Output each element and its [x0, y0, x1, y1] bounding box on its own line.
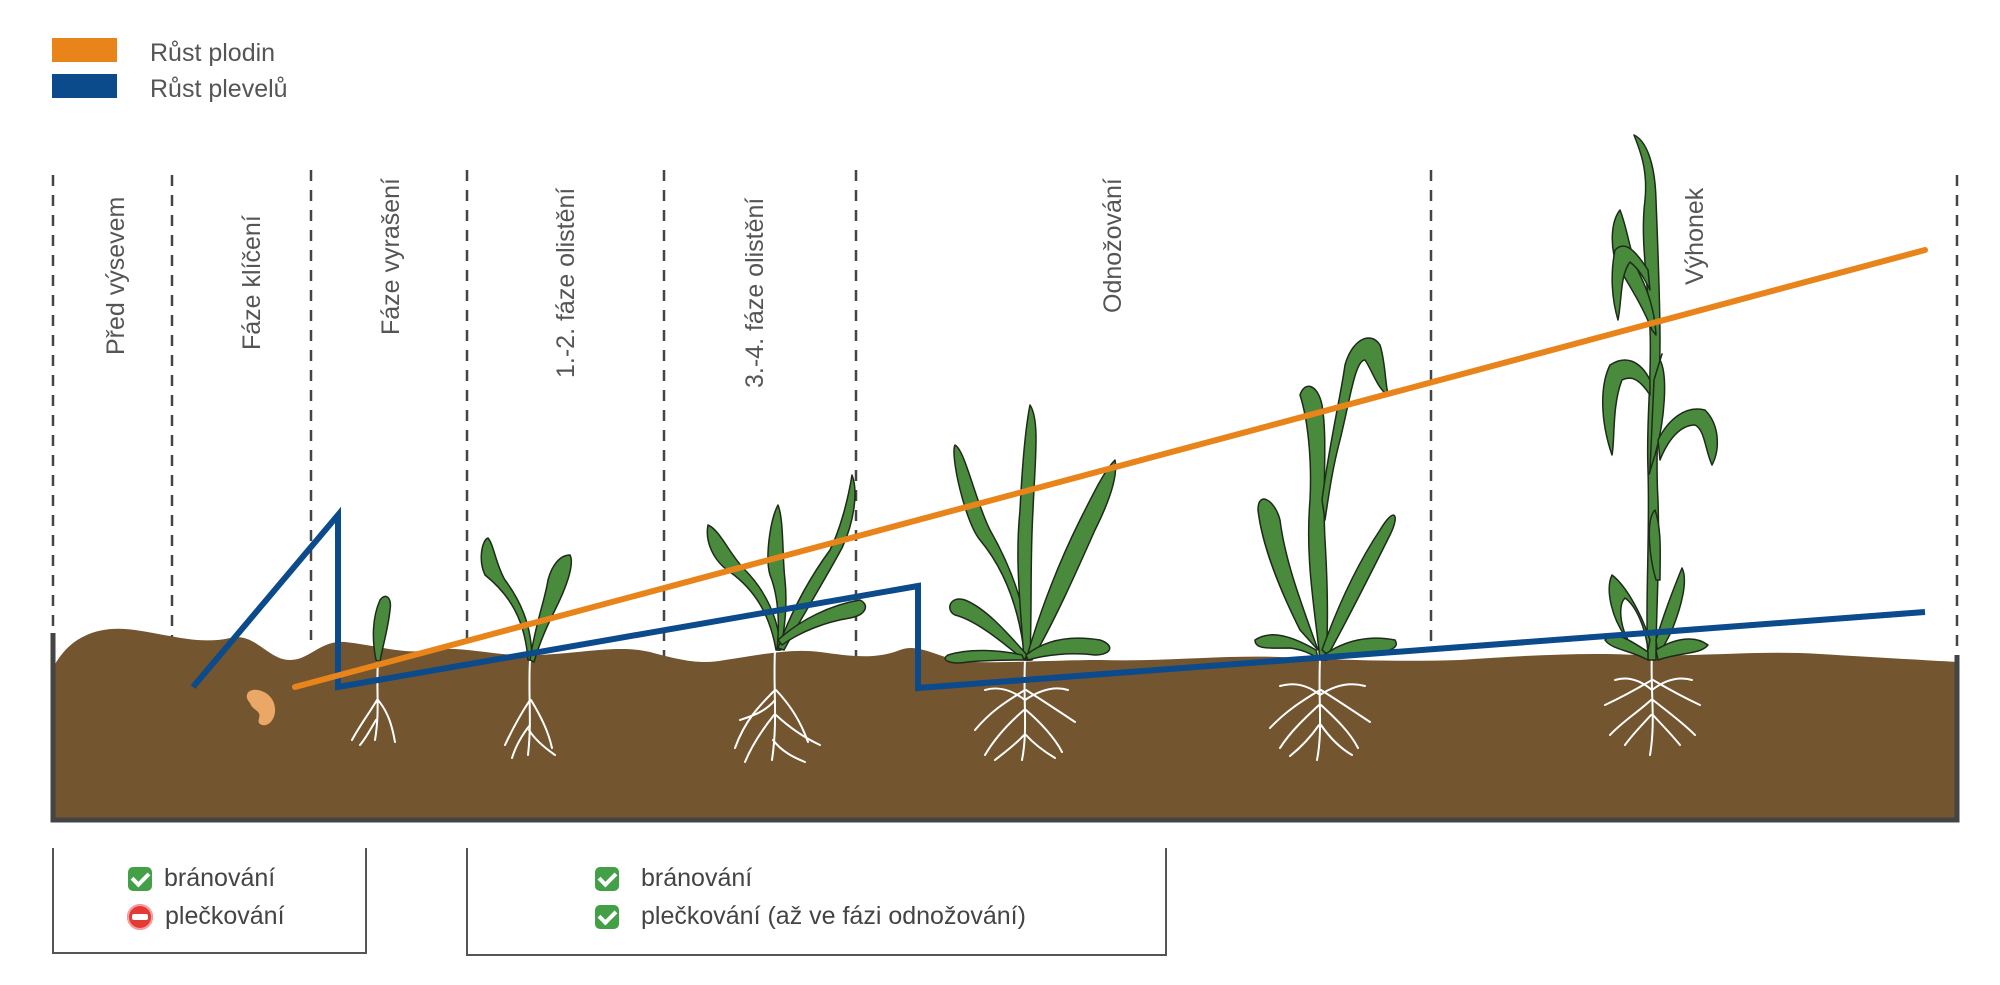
- leaf: [372, 595, 392, 663]
- leaf: [1025, 459, 1117, 661]
- leaf: [777, 599, 867, 646]
- crop-growth-line: [292, 247, 1928, 690]
- stage-label-leaf-3-4: 3.-4. fáze olistění: [741, 198, 769, 388]
- recommendation-box-leaf-stages: bránování plečkování (až ve fázi odnožov…: [466, 848, 1167, 956]
- plant-emergence: [372, 595, 392, 663]
- weed-growth-line: [190, 506, 1926, 692]
- leaf: [1017, 404, 1037, 661]
- leaf: [767, 504, 787, 651]
- recommendation-row: plečkování: [127, 902, 285, 931]
- check-icon: [128, 866, 152, 891]
- root-system: [504, 659, 556, 759]
- recommendation-label: plečkování: [165, 902, 285, 930]
- leaf: [1321, 514, 1396, 656]
- stage-label-tillering: Odnožování: [1099, 178, 1127, 313]
- root-system: [974, 659, 1076, 761]
- leaf: [1611, 245, 1651, 321]
- leaf: [480, 537, 533, 661]
- root-system: [1604, 649, 1701, 756]
- leaf: [944, 649, 1025, 664]
- leaf: [1648, 509, 1662, 581]
- leaf: [529, 554, 572, 663]
- recommendation-row: bránování: [595, 864, 752, 893]
- plant-tillering: [944, 404, 1117, 664]
- legend-swatch-weed: [52, 74, 117, 98]
- leaf: [953, 444, 1031, 661]
- stage-label-leaf-1-2: 1.-2. fáze olistění: [552, 188, 580, 378]
- stage-label-shoot: Výhonek: [1681, 187, 1709, 285]
- leaf: [949, 598, 1028, 661]
- legend-label-weed: Růst plevelů: [150, 75, 288, 103]
- leaf: [1604, 635, 1649, 661]
- leaf: [1648, 353, 1666, 475]
- check-icon: [595, 904, 619, 929]
- plant-leaf-1-2: [480, 537, 572, 663]
- leaf: [1611, 209, 1657, 336]
- recommendation-label: bránování: [641, 864, 753, 892]
- seed: [246, 689, 276, 726]
- leaf: [1655, 638, 1709, 661]
- leaf: [1321, 337, 1389, 521]
- recommendation-row: plečkování (až ve fázi odnožování): [595, 902, 1026, 931]
- stage-label-emergence: Fáze vyrašení: [377, 178, 405, 335]
- check-icon: [595, 866, 619, 891]
- stage-label-germination: Fáze klíčení: [238, 215, 266, 350]
- leaf: [706, 524, 781, 651]
- leaf: [1025, 637, 1111, 661]
- recommendation-label: bránování: [164, 864, 276, 892]
- leaf: [1299, 385, 1329, 661]
- recommendation-row: bránování: [128, 864, 275, 893]
- leaf: [1254, 634, 1319, 659]
- soil-container-outline: [50, 633, 1960, 823]
- leaf: [1257, 498, 1319, 651]
- root-system: [1269, 659, 1371, 761]
- leaf: [1602, 359, 1651, 456]
- plant-late-tillering: [1254, 337, 1397, 661]
- stage-label-before-sowing: Před výsevem: [102, 197, 130, 355]
- no-entry-icon: [127, 903, 153, 930]
- root-system: [351, 659, 396, 746]
- stage-separators: [51, 170, 1959, 668]
- leaf: [1657, 408, 1719, 466]
- recommendation-label: plečkování (až ve fázi odnožování): [641, 902, 1026, 930]
- plant-roots: [351, 649, 1701, 763]
- plant-leaf-3-4: [706, 474, 867, 651]
- legend-label-crop: Růst plodin: [150, 39, 275, 67]
- root-system: [734, 649, 821, 763]
- recommendation-box-early: bránování plečkování: [52, 848, 367, 954]
- legend-swatch-crop: [52, 38, 117, 62]
